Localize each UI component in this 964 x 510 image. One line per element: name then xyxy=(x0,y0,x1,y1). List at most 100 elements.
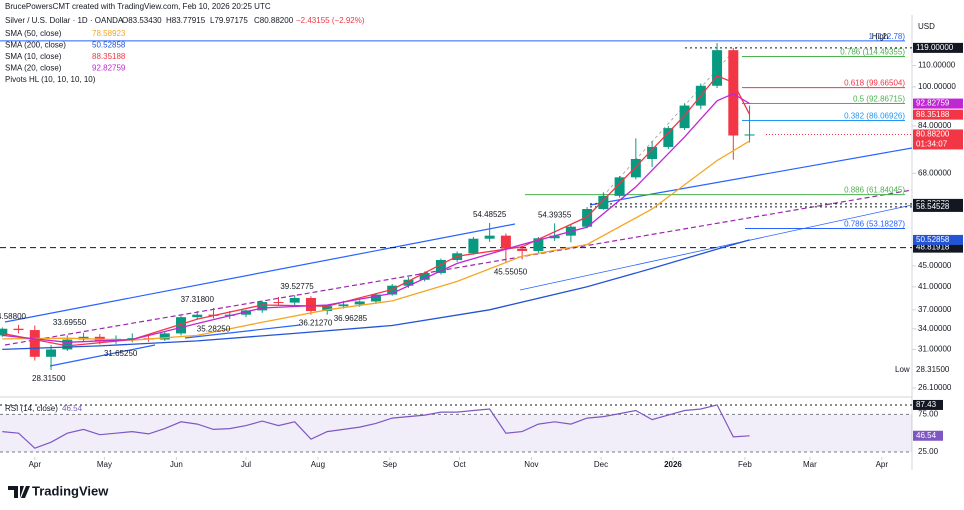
rsi-band xyxy=(0,414,912,452)
rsi-max-tag: 87.43 xyxy=(916,400,937,409)
pivot-label: 33.69550 xyxy=(53,318,87,327)
low-marker: Low xyxy=(895,365,910,374)
candle-body xyxy=(305,297,316,311)
pivot-label: 37.31800 xyxy=(181,295,215,304)
price-tag-bg xyxy=(913,399,943,410)
fib-label: 1 (122.78) xyxy=(869,32,906,41)
ohlc-high: H83.77915 xyxy=(166,16,206,25)
fib-label: 0.786 (114.49355) xyxy=(840,48,905,57)
rsi-tick-label: 75.00 xyxy=(918,409,939,418)
x-tick-label: 2026 xyxy=(664,460,682,469)
sma-line xyxy=(2,140,750,341)
price-tag-bg xyxy=(913,242,963,253)
ohlc-open: O83.53430 xyxy=(122,16,162,25)
candle-body xyxy=(322,306,333,311)
legend-value: 78.58923 xyxy=(92,29,126,38)
low-value: 28.31500 xyxy=(916,365,950,374)
legend-name: SMA (50, close) xyxy=(5,29,62,38)
y-tick-label: 84.00000 xyxy=(918,121,952,130)
candle-body xyxy=(46,349,57,357)
price-tag-bg xyxy=(913,201,963,212)
y-tick-label: 31.00000 xyxy=(918,345,952,354)
y-tick-label: 37.00000 xyxy=(918,305,952,314)
candle-body xyxy=(517,248,528,251)
price-tag: 119.00000 xyxy=(916,43,954,52)
pivot-label: 31.65250 xyxy=(104,349,138,358)
trendline xyxy=(4,223,516,323)
x-tick-label: Dec xyxy=(594,460,608,469)
legend-name: SMA (20, close) xyxy=(5,64,62,73)
rsi-title: RSI (14, close) xyxy=(5,404,58,413)
pivot-label: 34.58800 xyxy=(0,312,27,321)
price-tag-bg xyxy=(913,98,963,109)
x-tick-label: Nov xyxy=(524,460,538,469)
legend-value: 88.35188 xyxy=(92,52,126,61)
x-tick-label: Apr xyxy=(29,460,42,469)
candle-body xyxy=(403,279,414,286)
candle-body xyxy=(582,209,593,227)
candle-body xyxy=(192,314,203,318)
pivot-label: 45.55050 xyxy=(494,267,528,276)
candle-body xyxy=(679,105,690,129)
rsi-tick-label: 25.00 xyxy=(918,447,939,456)
price-tag: 48.81918 xyxy=(916,243,950,252)
pivot-label: 39.52775 xyxy=(280,282,314,291)
candle-body xyxy=(338,304,349,307)
candle-body xyxy=(354,301,365,305)
pivot-label: 54.39355 xyxy=(538,211,572,220)
symbol-line: Silver / U.S. Dollar · 1D · OANDA O83.53… xyxy=(5,16,365,25)
legend-name: SMA (200, close) xyxy=(5,41,66,50)
legend-name: SMA (10, close) xyxy=(5,52,62,61)
fib-label: 0.382 (86.06926) xyxy=(844,112,905,121)
rsi-line xyxy=(2,404,750,449)
legend-value: 50.52858 xyxy=(92,41,126,50)
candle-body xyxy=(13,328,24,331)
y-tick-label: 100.00000 xyxy=(918,82,956,91)
sma-line xyxy=(2,239,750,351)
x-tick-label: Mar xyxy=(803,460,817,469)
sma-line xyxy=(2,75,751,347)
price-tag: 92.82759 xyxy=(916,99,950,108)
pivot-label: 28.31500 xyxy=(32,374,66,383)
candle-body xyxy=(549,235,560,239)
logo-icon xyxy=(8,486,30,498)
candle-body xyxy=(533,238,544,251)
pivots-legend: Pivots HL (10, 10, 10, 10) xyxy=(5,75,96,84)
candle-body xyxy=(484,235,495,239)
x-tick-label: Apr xyxy=(876,460,889,469)
price-tag-bg xyxy=(913,109,963,120)
x-tick-label: May xyxy=(97,460,112,469)
trendline xyxy=(49,344,156,367)
x-tick-label: Feb xyxy=(738,460,752,469)
price-tag: 80.88200 xyxy=(916,130,950,139)
logo-text: TradingView xyxy=(32,483,109,498)
x-tick-label: Oct xyxy=(453,460,466,469)
price-tag: 88.35188 xyxy=(916,110,950,119)
pivot-label: 36.96285 xyxy=(334,314,368,323)
price-tag-bg xyxy=(913,430,943,441)
logo: TradingView xyxy=(8,483,109,498)
candle-body xyxy=(29,330,40,357)
symbol: Silver / U.S. Dollar · 1D · OANDA xyxy=(5,16,124,25)
price-tag-bg xyxy=(913,234,963,245)
candle-body xyxy=(0,328,8,336)
candle-body xyxy=(127,338,138,340)
x-tick-label: Sep xyxy=(383,460,398,469)
fib-label: 0.786 (53.18287) xyxy=(844,220,905,229)
currency: USD xyxy=(918,22,935,31)
high-marker: High xyxy=(872,32,888,41)
candle-body xyxy=(744,134,755,136)
candle-body xyxy=(419,272,430,280)
x-tick-label: Jul xyxy=(241,460,251,469)
fib-label: 0.5 (92.86715) xyxy=(853,95,905,104)
pivot-label: 54.48525 xyxy=(473,210,507,219)
candle-body xyxy=(647,146,658,159)
x-tick-label: Aug xyxy=(311,460,325,469)
candle-body xyxy=(712,50,723,86)
candle-body xyxy=(468,238,479,254)
pivot-label: 35.28250 xyxy=(197,325,231,334)
candle-body xyxy=(728,50,739,136)
candle-body xyxy=(273,302,284,304)
candle-body xyxy=(370,294,381,302)
